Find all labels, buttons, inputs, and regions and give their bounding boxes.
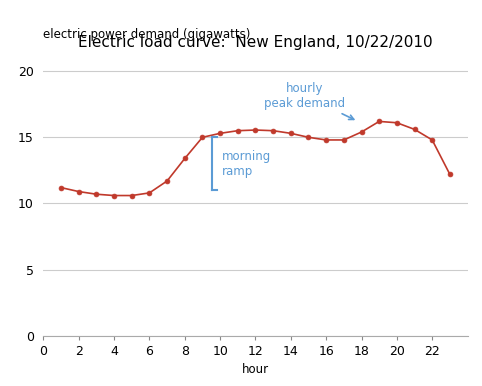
X-axis label: hour: hour [242, 363, 269, 376]
Text: electric power demand (gigawatts): electric power demand (gigawatts) [43, 28, 251, 41]
Text: hourly
peak demand: hourly peak demand [265, 82, 354, 119]
Title: Electric load curve:  New England, 10/22/2010: Electric load curve: New England, 10/22/… [78, 35, 433, 50]
Text: morning
ramp: morning ramp [222, 150, 271, 178]
